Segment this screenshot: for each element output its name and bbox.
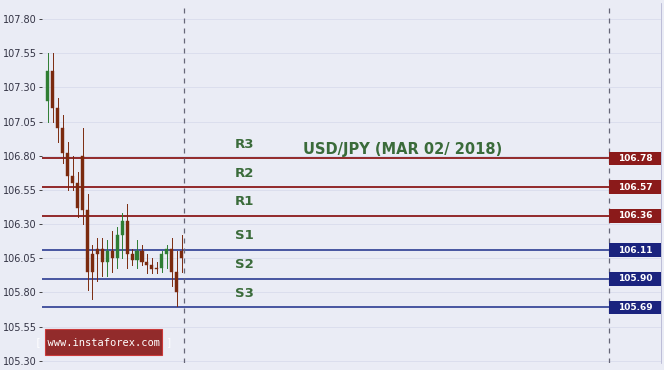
Text: S3: S3 bbox=[235, 287, 254, 300]
Bar bbox=[150, 265, 153, 269]
Text: R2: R2 bbox=[235, 166, 254, 180]
Bar bbox=[86, 211, 89, 272]
Bar bbox=[165, 249, 168, 254]
Bar bbox=[101, 249, 104, 262]
Bar bbox=[111, 251, 114, 258]
Bar bbox=[66, 153, 69, 176]
Text: [ www.instaforex.com ]: [ www.instaforex.com ] bbox=[35, 337, 172, 347]
Bar bbox=[131, 254, 133, 260]
Bar bbox=[155, 268, 158, 269]
Bar bbox=[610, 300, 661, 314]
Bar bbox=[51, 71, 54, 108]
Bar bbox=[45, 329, 161, 355]
Bar bbox=[175, 272, 178, 292]
Text: S2: S2 bbox=[235, 258, 254, 271]
Bar bbox=[121, 221, 124, 235]
Text: 106.57: 106.57 bbox=[618, 183, 653, 192]
Bar bbox=[141, 251, 143, 262]
Bar bbox=[180, 251, 183, 258]
Bar bbox=[116, 235, 119, 258]
Text: R3: R3 bbox=[235, 138, 254, 151]
Bar bbox=[81, 156, 84, 211]
Bar bbox=[76, 183, 79, 208]
Bar bbox=[610, 243, 661, 257]
Bar bbox=[46, 71, 49, 101]
Bar bbox=[610, 209, 661, 223]
Text: 106.11: 106.11 bbox=[618, 246, 653, 255]
Bar bbox=[160, 254, 163, 268]
Bar bbox=[610, 152, 661, 165]
Bar bbox=[71, 176, 74, 183]
Bar bbox=[61, 128, 64, 153]
Text: 105.69: 105.69 bbox=[618, 303, 653, 312]
Text: R1: R1 bbox=[235, 195, 254, 208]
Bar bbox=[135, 251, 139, 260]
Bar bbox=[91, 254, 94, 272]
Bar bbox=[610, 180, 661, 194]
Bar bbox=[106, 251, 109, 262]
Text: S1: S1 bbox=[235, 229, 254, 242]
Text: 106.36: 106.36 bbox=[618, 211, 653, 221]
Bar bbox=[610, 272, 661, 286]
Bar bbox=[145, 262, 149, 265]
Bar bbox=[96, 249, 99, 254]
Text: 106.78: 106.78 bbox=[618, 154, 653, 163]
Text: USD/JPY (MAR 02/ 2018): USD/JPY (MAR 02/ 2018) bbox=[303, 142, 503, 157]
Text: 105.90: 105.90 bbox=[618, 274, 653, 283]
Bar bbox=[56, 108, 59, 128]
Bar bbox=[125, 221, 129, 254]
Bar bbox=[170, 249, 173, 272]
